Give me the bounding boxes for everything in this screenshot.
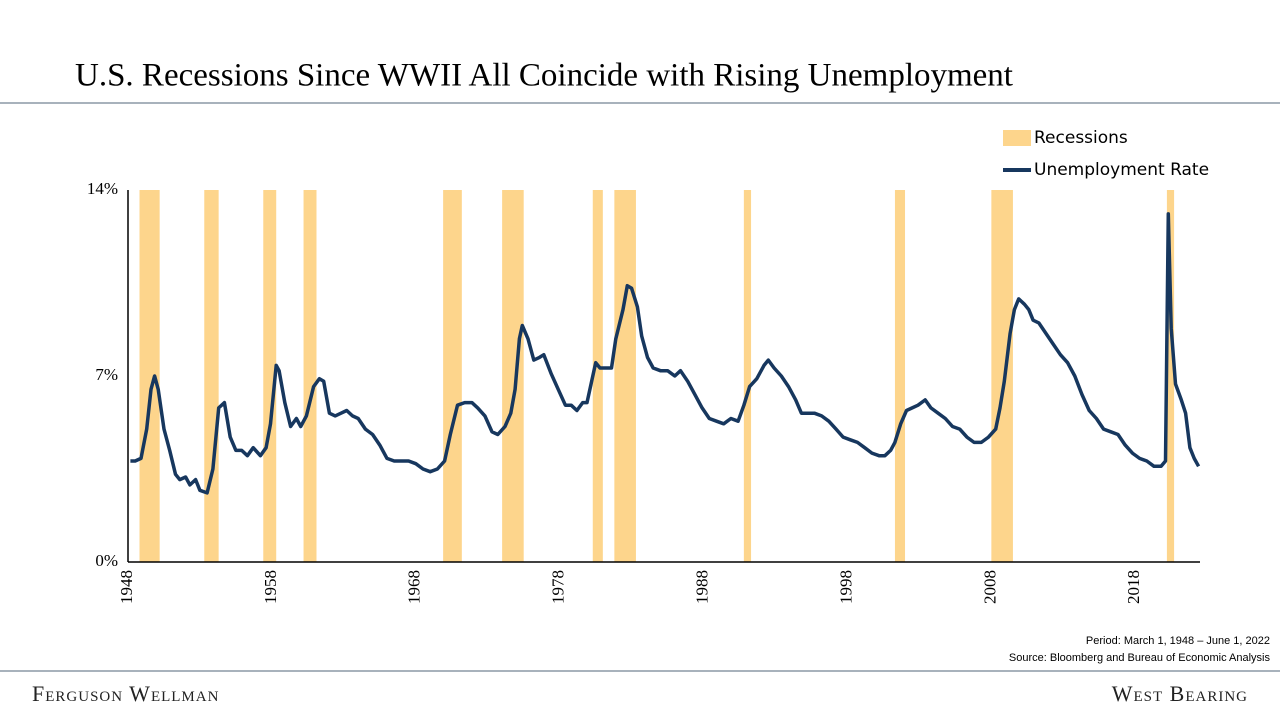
x-tick-label: 1988 [692, 570, 711, 604]
recession-band [614, 190, 636, 562]
x-tick-label: 1978 [549, 570, 568, 604]
legend-label: Unemployment Rate [1034, 160, 1209, 180]
recession-band [139, 190, 160, 562]
y-tick-label: 0% [95, 551, 118, 570]
source-note: Source: Bloomberg and Bureau of Economic… [1009, 652, 1271, 664]
recession-band [991, 190, 1013, 562]
legend-swatch [1003, 130, 1031, 146]
recession-band [204, 190, 219, 562]
recession-band [443, 190, 462, 562]
x-tick-label: 2008 [980, 570, 999, 604]
chart-title: U.S. Recessions Since WWII All Coincide … [75, 58, 1013, 94]
x-tick-label: 1968 [405, 570, 424, 604]
x-tick-label: 1998 [836, 570, 855, 604]
y-tick-label: 14% [87, 179, 118, 198]
brand-left: Ferguson Wellman [32, 681, 219, 706]
period-note: Period: March 1, 1948 – June 1, 2022 [1086, 635, 1270, 647]
y-tick-label: 7% [95, 365, 118, 384]
recession-band [502, 190, 524, 562]
legend-label: Recessions [1034, 128, 1128, 148]
x-tick-label: 1958 [261, 570, 280, 604]
x-tick-label: 2018 [1124, 570, 1143, 604]
recession-band [263, 190, 277, 562]
brand-right: West Bearing [1112, 681, 1248, 706]
unemployment-line [130, 212, 1201, 495]
x-tick-label: 1948 [117, 570, 136, 604]
recession-band [743, 190, 752, 562]
recession-band [894, 190, 906, 562]
recession-band [1166, 190, 1175, 562]
recession-band [303, 190, 317, 562]
recession-band [592, 190, 603, 562]
